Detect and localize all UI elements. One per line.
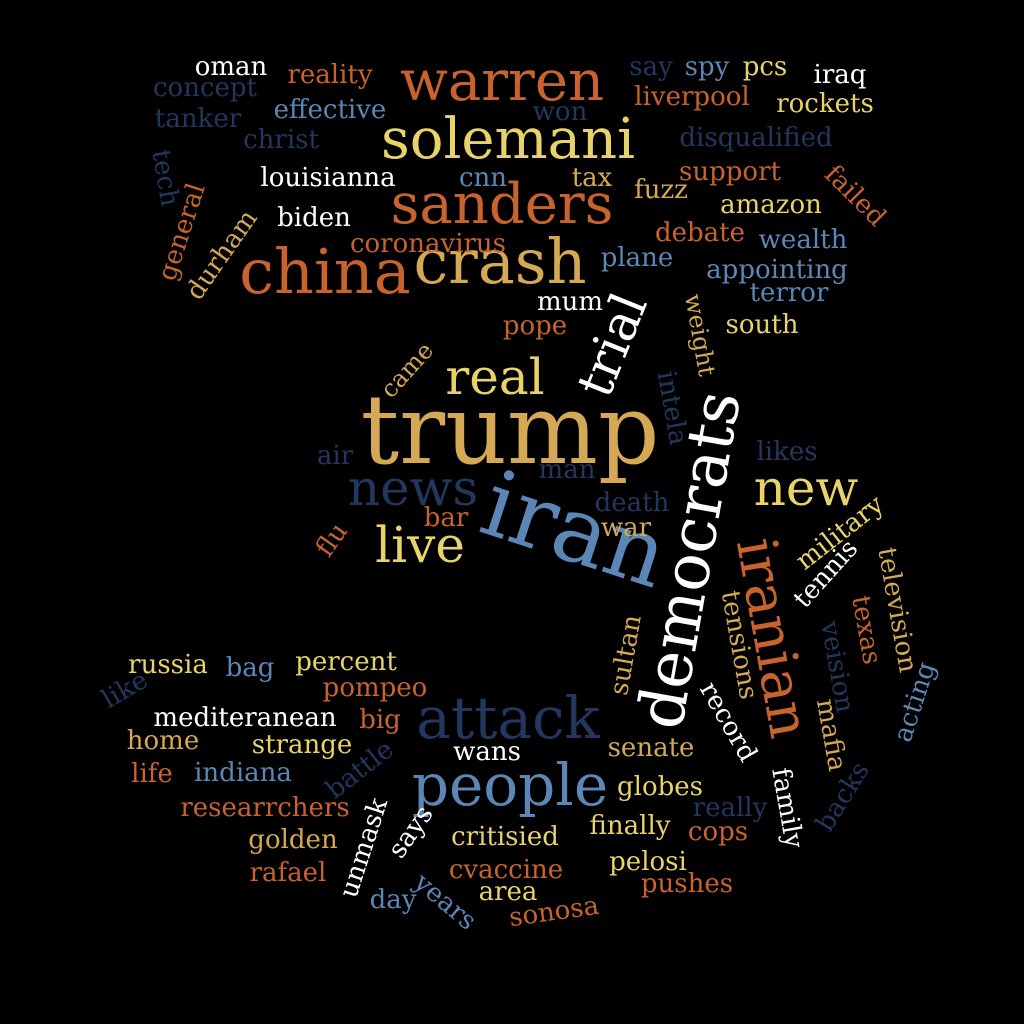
word-home: home <box>126 726 200 756</box>
word-pelosi: pelosi <box>609 847 687 877</box>
word-cops: cops <box>687 817 749 847</box>
word-appointing: appointing <box>706 255 848 285</box>
word-war: war <box>600 513 652 543</box>
word-day: day <box>369 885 417 915</box>
word-sanders: sanders <box>390 172 614 237</box>
word-wealth: wealth <box>758 225 848 255</box>
word-china: china <box>239 235 411 308</box>
word-solemani: solemani <box>381 107 635 172</box>
word-flu: flu <box>309 517 355 563</box>
word-pcs: pcs <box>742 52 788 82</box>
word-effective: effective <box>273 95 387 125</box>
word-wans: wans <box>453 737 521 767</box>
word-rafael: rafael <box>249 858 327 888</box>
word-texas: texas <box>845 593 887 667</box>
word-mum: mum <box>536 287 604 317</box>
word-pompeo: pompeo <box>322 673 428 703</box>
word-cvaccine: cvaccine <box>448 855 564 885</box>
word-amazon: amazon <box>720 190 822 220</box>
word-says: says <box>382 800 440 864</box>
word-pope: pope <box>502 311 568 341</box>
word-terror: terror <box>749 278 829 308</box>
word-people: people <box>411 751 609 819</box>
word-trump: trump <box>360 374 660 486</box>
word-new: new <box>753 459 859 517</box>
word-attack: attack <box>416 684 600 752</box>
word-disqualified: disqualified <box>679 123 833 153</box>
word-tanker: tanker <box>154 104 242 134</box>
word-crash: crash <box>413 225 587 298</box>
word-fuzz: fuzz <box>634 175 688 205</box>
word-coronavirus: coronavirus <box>349 229 507 259</box>
word-oman: oman <box>194 52 268 82</box>
word-finally: finally <box>589 811 671 841</box>
word-weight: weight <box>679 291 721 379</box>
word-mediteranean: mediteranean <box>153 703 337 733</box>
word-life: life <box>131 759 173 789</box>
word-man: man <box>538 455 596 485</box>
word-news: news <box>347 459 479 517</box>
word-plane: plane <box>600 243 674 273</box>
word-globes: globes <box>617 772 703 802</box>
word-big: big <box>359 705 401 735</box>
word-death: death <box>594 488 670 518</box>
word-cnn: cnn <box>458 163 508 193</box>
word-air: air <box>316 441 354 471</box>
word-area: area <box>478 877 538 907</box>
word-real: real <box>445 348 545 406</box>
word-warren: warren <box>399 49 605 114</box>
word-reality: reality <box>287 60 373 90</box>
word-really: really <box>692 793 768 823</box>
word-percent: percent <box>295 647 397 677</box>
word-debate: debate <box>654 218 746 248</box>
word-concept: concept <box>153 73 257 103</box>
word-likes: likes <box>756 437 818 467</box>
word-researrchers: researrchers <box>180 793 350 823</box>
word-tax: tax <box>571 163 613 193</box>
word-won: won <box>532 97 588 127</box>
word-live: live <box>375 516 465 574</box>
word-failed: failed <box>818 159 892 233</box>
word-indiana: indiana <box>194 758 292 788</box>
word-support: support <box>679 157 781 187</box>
word-bar: bar <box>423 503 469 533</box>
word-russia: russia <box>128 650 208 680</box>
word-say: say <box>629 52 673 82</box>
word-family: family <box>765 765 809 851</box>
word-iraq: iraq <box>813 60 867 90</box>
word-south: south <box>725 310 799 340</box>
word-christ: christ <box>243 125 319 155</box>
word-spy: spy <box>684 52 730 82</box>
word-biden: biden <box>277 203 351 233</box>
word-pushes: pushes <box>640 869 734 899</box>
word-strange: strange <box>251 730 353 760</box>
word-critisied: critisied <box>451 822 559 852</box>
word-liverpool: liverpool <box>634 82 750 112</box>
word-senate: senate <box>607 733 695 763</box>
word-bag: bag <box>225 653 275 683</box>
word-louisianna: louisianna <box>260 163 396 193</box>
word-golden: golden <box>248 825 338 855</box>
word-rockets: rockets <box>776 89 874 119</box>
